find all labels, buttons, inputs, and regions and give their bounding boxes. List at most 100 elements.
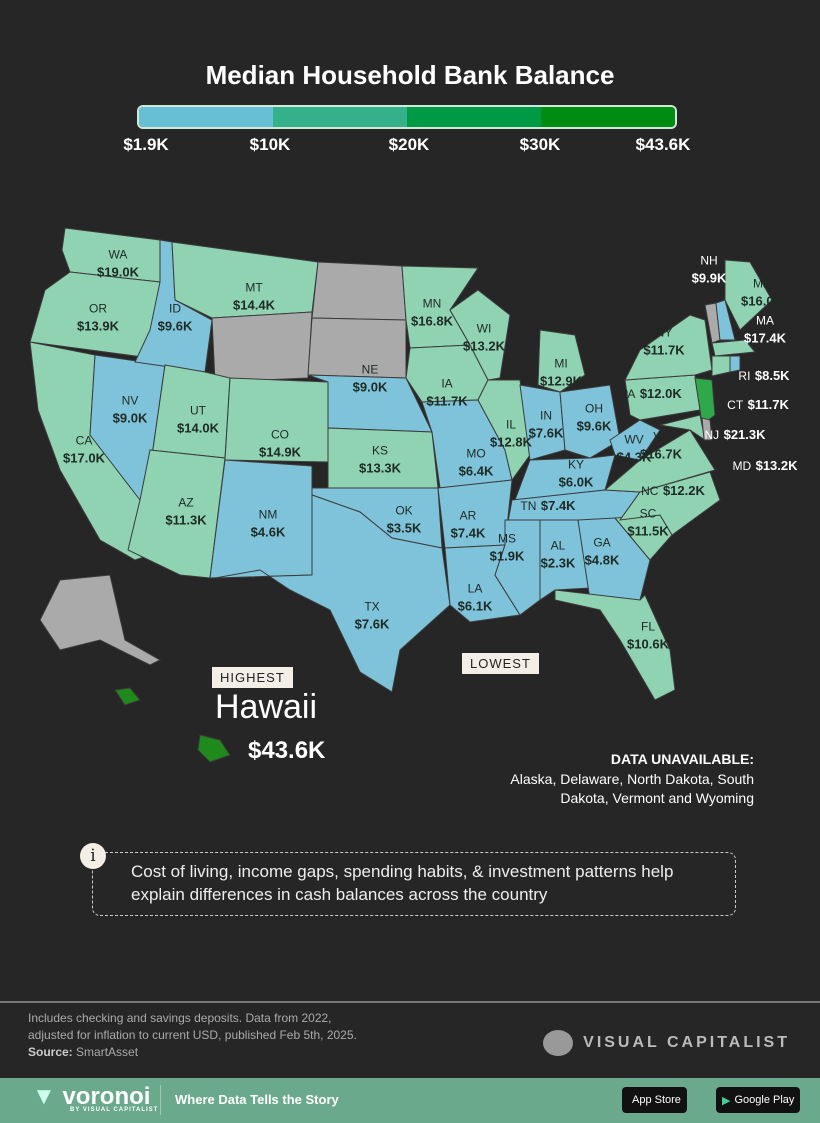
- google-play-button[interactable]: ▶ Google Play: [716, 1087, 801, 1113]
- state-label-nv: NV $9.0K: [113, 392, 148, 429]
- legend-bin-2: [273, 107, 407, 127]
- state-value: $7.4K: [450, 526, 486, 541]
- state-label-ia: IA $11.7K: [426, 375, 467, 412]
- state-label-tn: TN $7.4K: [520, 497, 575, 515]
- state-abbr: NM: [258, 507, 278, 522]
- state-label-va: VA $16.7K: [640, 428, 682, 465]
- voronoi-logo[interactable]: ▼ voronoi BY VISUAL CAPITALIST: [32, 1083, 159, 1113]
- state-value: $17.0K: [63, 451, 105, 466]
- state-abbr: WA: [108, 247, 128, 262]
- legend-tick: $10K: [249, 135, 291, 154]
- state-tx: [214, 494, 451, 693]
- state-abbr: GA: [593, 535, 611, 550]
- state-value: $10.6K: [627, 637, 669, 652]
- state-abbr: ME: [752, 276, 771, 291]
- state-label-ks: KS $13.3K: [359, 442, 401, 479]
- app-store-button[interactable]: App Store: [622, 1087, 687, 1113]
- state-label-oh: OH $9.6K: [577, 400, 612, 437]
- state-label-co: CO $14.9K: [259, 426, 301, 463]
- state-label-nm: NM $4.6K: [251, 506, 286, 543]
- state-ma: [711, 339, 756, 357]
- state-label-ky: KY $6.0K: [559, 456, 594, 493]
- state-value: $7.4K: [540, 497, 576, 513]
- state-or: [29, 271, 161, 359]
- state-value: $14.0K: [177, 421, 219, 436]
- footnote-line: Includes checking and savings deposits. …: [28, 1011, 332, 1025]
- state-value: $11.3K: [165, 513, 207, 528]
- state-abbr: UT: [189, 403, 206, 418]
- state-value: $9.0K: [112, 411, 148, 426]
- highest-tag: HIGHEST: [212, 667, 293, 688]
- state-de: [701, 417, 713, 441]
- state-value: $17.4K: [744, 331, 786, 346]
- state-ky: [514, 454, 616, 501]
- state-wv: [609, 419, 661, 461]
- state-abbr: MO: [466, 446, 486, 461]
- legend-bin-3: [407, 107, 541, 127]
- state-abbr: NV: [121, 393, 139, 408]
- state-label-in: IN $7.6K: [529, 407, 564, 444]
- state-label-nj: NJ $21.3K: [704, 426, 765, 444]
- state-value: $13.3K: [359, 461, 401, 476]
- state-value: $9.6K: [576, 419, 612, 434]
- state-value: $12.0K: [639, 385, 682, 401]
- state-value: $9.9K: [691, 271, 727, 286]
- state-value: $8.5K: [754, 367, 790, 383]
- state-abbr: IA: [441, 376, 453, 391]
- state-label-az: AZ $11.3K: [165, 494, 206, 531]
- state-mi: [537, 329, 586, 393]
- state-abbr: AL: [550, 538, 566, 553]
- state-value: $9.0K: [352, 380, 388, 395]
- visual-capitalist-logo: VISUAL CAPITALIST: [543, 1030, 790, 1056]
- state-value: $3.5K: [386, 521, 422, 536]
- state-abbr: IN: [539, 408, 552, 423]
- state-abbr: SC: [639, 506, 657, 521]
- state-abbr: KY: [567, 457, 585, 472]
- state-abbr: TX: [364, 599, 380, 614]
- state-me: [724, 259, 773, 331]
- legend-tick: $1.9K: [123, 135, 169, 154]
- state-value: $4.3K: [616, 450, 652, 465]
- state-label-tx: TX $7.6K: [355, 598, 390, 635]
- state-value: $14.9K: [259, 445, 301, 460]
- state-label-ny: NY $11.7K: [643, 324, 684, 361]
- state-nd: [311, 261, 407, 321]
- state-abbr: PA: [620, 386, 636, 401]
- state-label-mn: MN $16.8K: [411, 295, 453, 332]
- voronoi-sub: BY VISUAL CAPITALIST: [70, 1107, 159, 1113]
- state-value: $9.6K: [157, 319, 193, 334]
- state-abbr: IL: [505, 417, 517, 432]
- state-value: $6.1K: [457, 599, 493, 614]
- state-value: $6.4K: [458, 464, 494, 479]
- divider: [0, 1001, 820, 1003]
- state-label-ma: MA $17.4K: [744, 312, 786, 349]
- state-value: $12.9K: [540, 374, 582, 389]
- state-label-ok: OK $3.5K: [387, 502, 422, 539]
- state-label-wv: WV $4.3K: [617, 431, 652, 468]
- state-label-pa: PA $12.0K: [620, 385, 682, 403]
- state-fl: [554, 589, 676, 701]
- state-value: $4.8K: [584, 553, 620, 568]
- state-label-ne: NE $9.0K: [353, 361, 388, 398]
- state-abbr: NC: [641, 483, 659, 498]
- state-label-fl: FL $10.6K: [627, 618, 669, 655]
- state-abbr: OH: [584, 401, 603, 416]
- state-abbr: MD: [732, 458, 752, 473]
- state-value: $19.0K: [97, 265, 139, 280]
- source-label: Source:: [28, 1044, 73, 1059]
- state-abbr: MA: [755, 313, 774, 328]
- state-label-ct: CT $11.7K: [727, 396, 789, 414]
- state-value: $4.6K: [250, 525, 286, 540]
- state-label-sc: SC $11.5K: [627, 505, 668, 542]
- state-label-ri: RI $8.5K: [738, 367, 789, 385]
- play-icon: ▶: [722, 1094, 731, 1107]
- state-value: $11.7K: [747, 396, 789, 412]
- state-abbr: AR: [459, 508, 477, 523]
- unavailable-text: Alaska, Delaware, North Dakota, South Da…: [510, 770, 754, 807]
- state-label-mt: MT $14.4K: [233, 279, 275, 316]
- map-title: Median Household Bank Balance: [205, 60, 615, 90]
- state-nh: [715, 299, 736, 341]
- state-abbr: KS: [371, 443, 389, 458]
- note-box: Cost of living, income gaps, spending ha…: [92, 852, 736, 916]
